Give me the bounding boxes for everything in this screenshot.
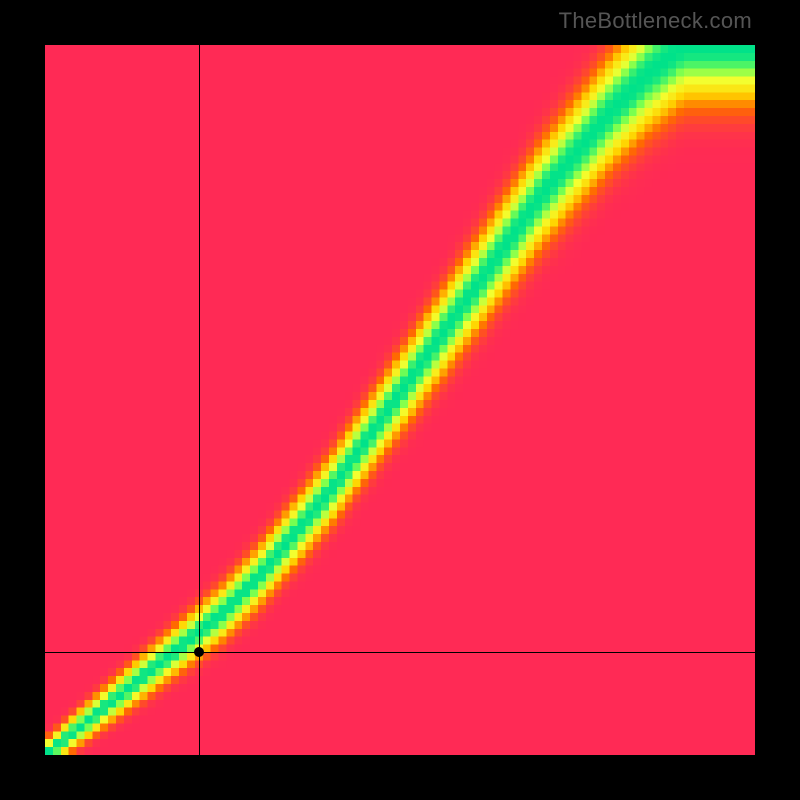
- heatmap-canvas: [45, 45, 755, 755]
- crosshair-marker: [194, 647, 204, 657]
- crosshair-horizontal: [45, 652, 755, 653]
- plot-area: [45, 45, 755, 755]
- watermark-text: TheBottleneck.com: [559, 8, 752, 34]
